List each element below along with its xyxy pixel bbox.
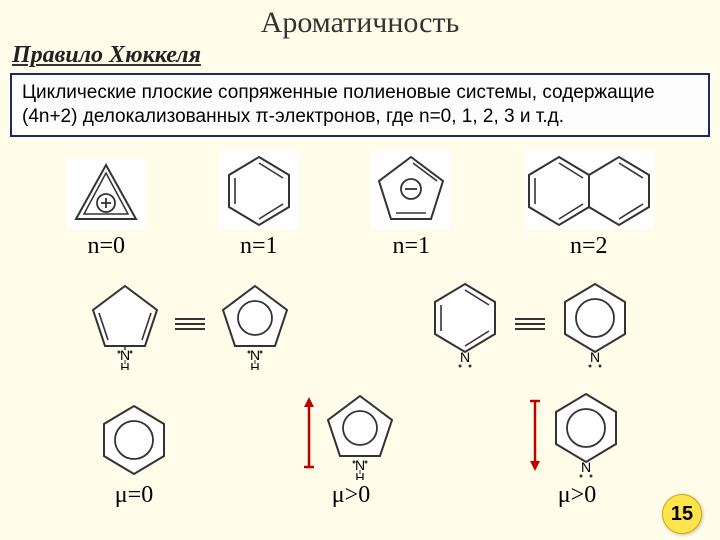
benzene-icon <box>219 151 299 229</box>
cyclopentadienyl-icon <box>371 151 451 229</box>
pyrrole-dipole: N H μ>0 <box>302 388 400 509</box>
resonance-bars-icon <box>175 318 205 330</box>
svg-text:N: N <box>460 349 470 365</box>
pyridine-resonance: N N <box>425 278 635 370</box>
cyclopropenyl-cation: n=0 <box>66 159 146 260</box>
cyclopropenyl-icon <box>66 159 146 229</box>
svg-text:N: N <box>590 349 600 365</box>
pyridine-kekule-icon: N <box>425 278 505 370</box>
n-label-2: n=2 <box>570 233 608 260</box>
naphthalene: n=2 <box>524 151 654 260</box>
dipole-arrow-down-icon <box>528 395 542 473</box>
pyridine-circle-icon: N <box>555 278 635 370</box>
mu-label-pyridine: μ>0 <box>558 482 596 509</box>
pyrrole-kekule-icon: N H <box>85 278 165 370</box>
mu-label-pyrrole: μ>0 <box>332 482 370 509</box>
n-label-0: n=0 <box>87 233 125 260</box>
row-dipole: μ=0 N H μ>0 <box>30 388 690 509</box>
subtitle: Правило Хюккеля <box>0 42 720 69</box>
row-resonance: N H N H N N <box>20 278 700 370</box>
pyrrole-circle-icon: N H <box>215 278 295 370</box>
resonance-bars-icon <box>515 318 545 330</box>
dipole-arrow-up-icon <box>302 395 316 473</box>
n-label-1a: n=1 <box>240 233 278 260</box>
svg-text:N: N <box>581 459 591 475</box>
pyridine-dipole-icon: N <box>546 388 626 480</box>
pyrrole-dipole-icon: N H <box>320 388 400 480</box>
pyrrole-resonance: N H N H <box>85 278 295 370</box>
page-title: Ароматичность <box>0 0 720 40</box>
naphthalene-icon <box>524 151 654 229</box>
benzene-dipole: μ=0 <box>94 400 174 509</box>
mu-label-benzene: μ=0 <box>115 482 153 509</box>
n-label-1b: n=1 <box>392 233 430 260</box>
page-number-badge: 15 <box>662 494 702 534</box>
row-aromatic-examples: n=0 n=1 n=1 n=2 <box>30 151 690 260</box>
pyridine-dipole: N μ>0 <box>528 388 626 509</box>
huckel-rule-box: Циклические плоские сопряженные полиенов… <box>10 73 710 137</box>
benzene: n=1 <box>219 151 299 260</box>
cyclopentadienyl-anion: n=1 <box>371 151 451 260</box>
benzene-circle-icon <box>94 400 174 480</box>
